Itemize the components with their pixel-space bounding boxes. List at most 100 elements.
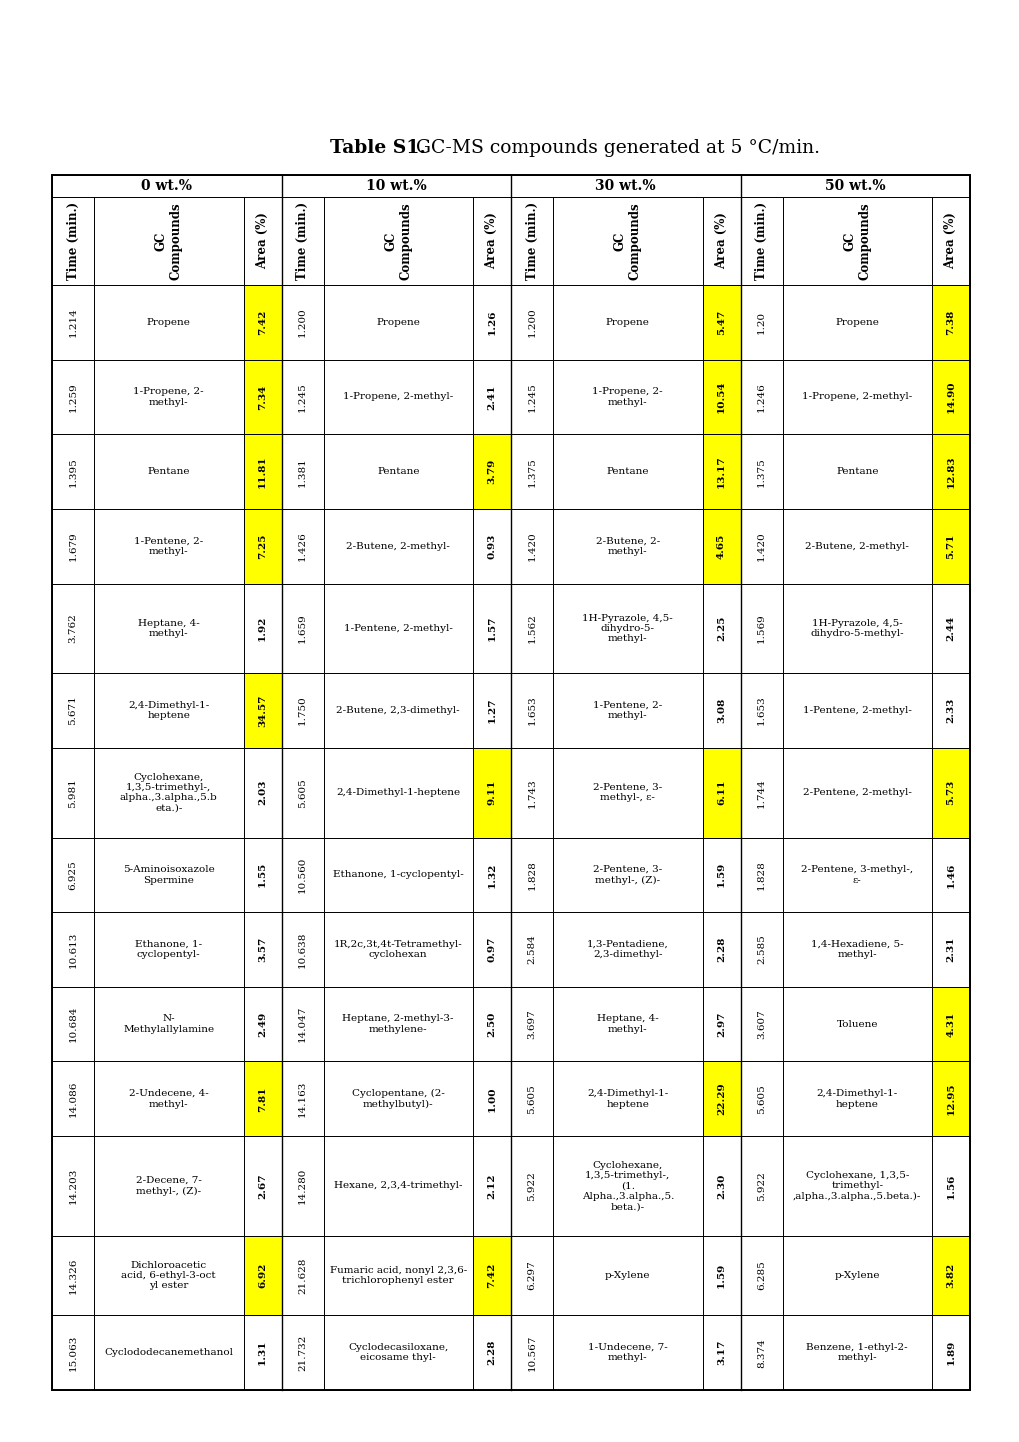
Text: GC
Compounds: GC Compounds	[155, 202, 182, 280]
Bar	[782, 1136, 931, 1236]
Bar	[52, 286, 94, 359]
Bar	[281, 1315, 323, 1390]
Text: 2-Decene, 7-
methyl-, (Z)-: 2-Decene, 7- methyl-, (Z)-	[136, 1177, 202, 1195]
Text: 3.762: 3.762	[68, 613, 77, 643]
Text: 3.82: 3.82	[946, 1263, 955, 1288]
Bar	[244, 1061, 281, 1136]
Text: Area (%): Area (%)	[944, 212, 957, 270]
Bar	[552, 1061, 702, 1136]
Text: 1.569: 1.569	[756, 613, 765, 643]
Bar	[94, 1136, 244, 1236]
Bar	[511, 838, 552, 913]
Bar	[323, 509, 473, 584]
Bar	[244, 198, 281, 286]
Text: 1-Pentene, 2-
methyl-: 1-Pentene, 2- methyl-	[133, 536, 203, 557]
Text: 14.280: 14.280	[298, 1168, 307, 1204]
Text: 5.671: 5.671	[68, 695, 77, 725]
Text: 4.31: 4.31	[946, 1011, 955, 1037]
Text: 1.653: 1.653	[527, 695, 536, 725]
Text: 0.97: 0.97	[487, 937, 496, 962]
Bar	[281, 509, 323, 584]
Bar	[931, 1136, 969, 1236]
Bar	[52, 434, 94, 509]
Text: Heptane, 4-
methyl-: Heptane, 4- methyl-	[138, 619, 200, 639]
Bar	[94, 1061, 244, 1136]
Text: 1.27: 1.27	[487, 698, 496, 724]
Text: 10 wt.%: 10 wt.%	[366, 179, 426, 193]
Bar	[323, 838, 473, 913]
Text: 6.11: 6.11	[716, 780, 726, 806]
Text: Hexane, 2,3,4-trimethyl-: Hexane, 2,3,4-trimethyl-	[333, 1181, 462, 1191]
Bar	[552, 509, 702, 584]
Text: 1.381: 1.381	[298, 457, 307, 486]
Bar	[931, 1315, 969, 1390]
Text: 5.605: 5.605	[527, 1084, 536, 1113]
Bar	[702, 748, 740, 838]
Text: Pentane: Pentane	[148, 467, 190, 476]
Bar	[52, 174, 969, 1390]
Text: Cyclohexane,
1,3,5-trimethyl-,
(1.
Alpha.,3.alpha.,5.
beta.)-: Cyclohexane, 1,3,5-trimethyl-, (1. Alpha…	[581, 1161, 674, 1211]
Bar	[323, 1061, 473, 1136]
Text: 2-Undecene, 4-
methyl-: 2-Undecene, 4- methyl-	[128, 1089, 209, 1109]
Bar	[52, 1315, 94, 1390]
Bar	[52, 748, 94, 838]
Bar	[702, 584, 740, 673]
Bar	[244, 509, 281, 584]
Bar	[740, 198, 782, 286]
Text: 1.32: 1.32	[487, 862, 496, 887]
Text: 2.585: 2.585	[756, 934, 765, 965]
Text: 22.29: 22.29	[716, 1083, 726, 1115]
Bar	[281, 359, 323, 434]
Text: 3.607: 3.607	[756, 1009, 765, 1040]
Text: GC
Compounds: GC Compounds	[613, 202, 641, 280]
Bar	[552, 838, 702, 913]
Text: 5.605: 5.605	[298, 777, 307, 808]
Bar	[52, 359, 94, 434]
Bar	[94, 748, 244, 838]
Bar	[323, 748, 473, 838]
Text: 1.31: 1.31	[258, 1340, 267, 1366]
Bar	[473, 986, 511, 1061]
Bar	[740, 986, 782, 1061]
Bar	[511, 1315, 552, 1390]
Text: 2-Pentene, 3-methyl-,
ε-: 2-Pentene, 3-methyl-, ε-	[800, 865, 912, 884]
Bar	[94, 1315, 244, 1390]
Text: 1-Propene, 2-
methyl-: 1-Propene, 2- methyl-	[592, 388, 662, 407]
Text: 5.922: 5.922	[756, 1171, 765, 1201]
Text: 30 wt.%: 30 wt.%	[595, 179, 655, 193]
Bar	[94, 913, 244, 986]
Bar	[281, 748, 323, 838]
Text: 1-Undecene, 7-
methyl-: 1-Undecene, 7- methyl-	[587, 1343, 667, 1363]
Text: 2,4-Dimethyl-1-
heptene: 2,4-Dimethyl-1- heptene	[128, 701, 209, 720]
Bar	[782, 198, 931, 286]
Text: 6.925: 6.925	[68, 859, 77, 890]
Text: 1.214: 1.214	[68, 307, 77, 337]
Text: Pentane: Pentane	[836, 467, 877, 476]
Bar	[782, 286, 931, 359]
Bar	[244, 1315, 281, 1390]
Text: 14.086: 14.086	[68, 1080, 77, 1118]
Text: 1,3-Pentadiene,
2,3-dimethyl-: 1,3-Pentadiene, 2,3-dimethyl-	[586, 940, 668, 959]
Text: 1.659: 1.659	[298, 613, 307, 643]
Bar	[473, 1061, 511, 1136]
Bar	[281, 986, 323, 1061]
Bar	[782, 584, 931, 673]
Text: Ethanone, 1-cyclopentyl-: Ethanone, 1-cyclopentyl-	[332, 871, 464, 880]
Bar	[52, 1236, 94, 1315]
Bar	[473, 838, 511, 913]
Text: 14.047: 14.047	[298, 1007, 307, 1043]
Bar	[52, 509, 94, 584]
Text: 1H-Pyrazole, 4,5-
dihydro-5-
methyl-: 1H-Pyrazole, 4,5- dihydro-5- methyl-	[582, 613, 673, 643]
Bar	[244, 286, 281, 359]
Text: 1.679: 1.679	[68, 532, 77, 561]
Bar	[94, 584, 244, 673]
Text: GC-MS compounds generated at 5 °C/min.: GC-MS compounds generated at 5 °C/min.	[410, 138, 819, 157]
Bar	[323, 584, 473, 673]
Bar	[931, 1061, 969, 1136]
Bar	[323, 286, 473, 359]
Text: 10.613: 10.613	[68, 932, 77, 968]
Text: 11.81: 11.81	[258, 456, 267, 487]
Text: 1.743: 1.743	[527, 777, 536, 808]
Text: 3.697: 3.697	[527, 1009, 536, 1040]
Text: 1-Pentene, 2-methyl-: 1-Pentene, 2-methyl-	[802, 707, 911, 715]
